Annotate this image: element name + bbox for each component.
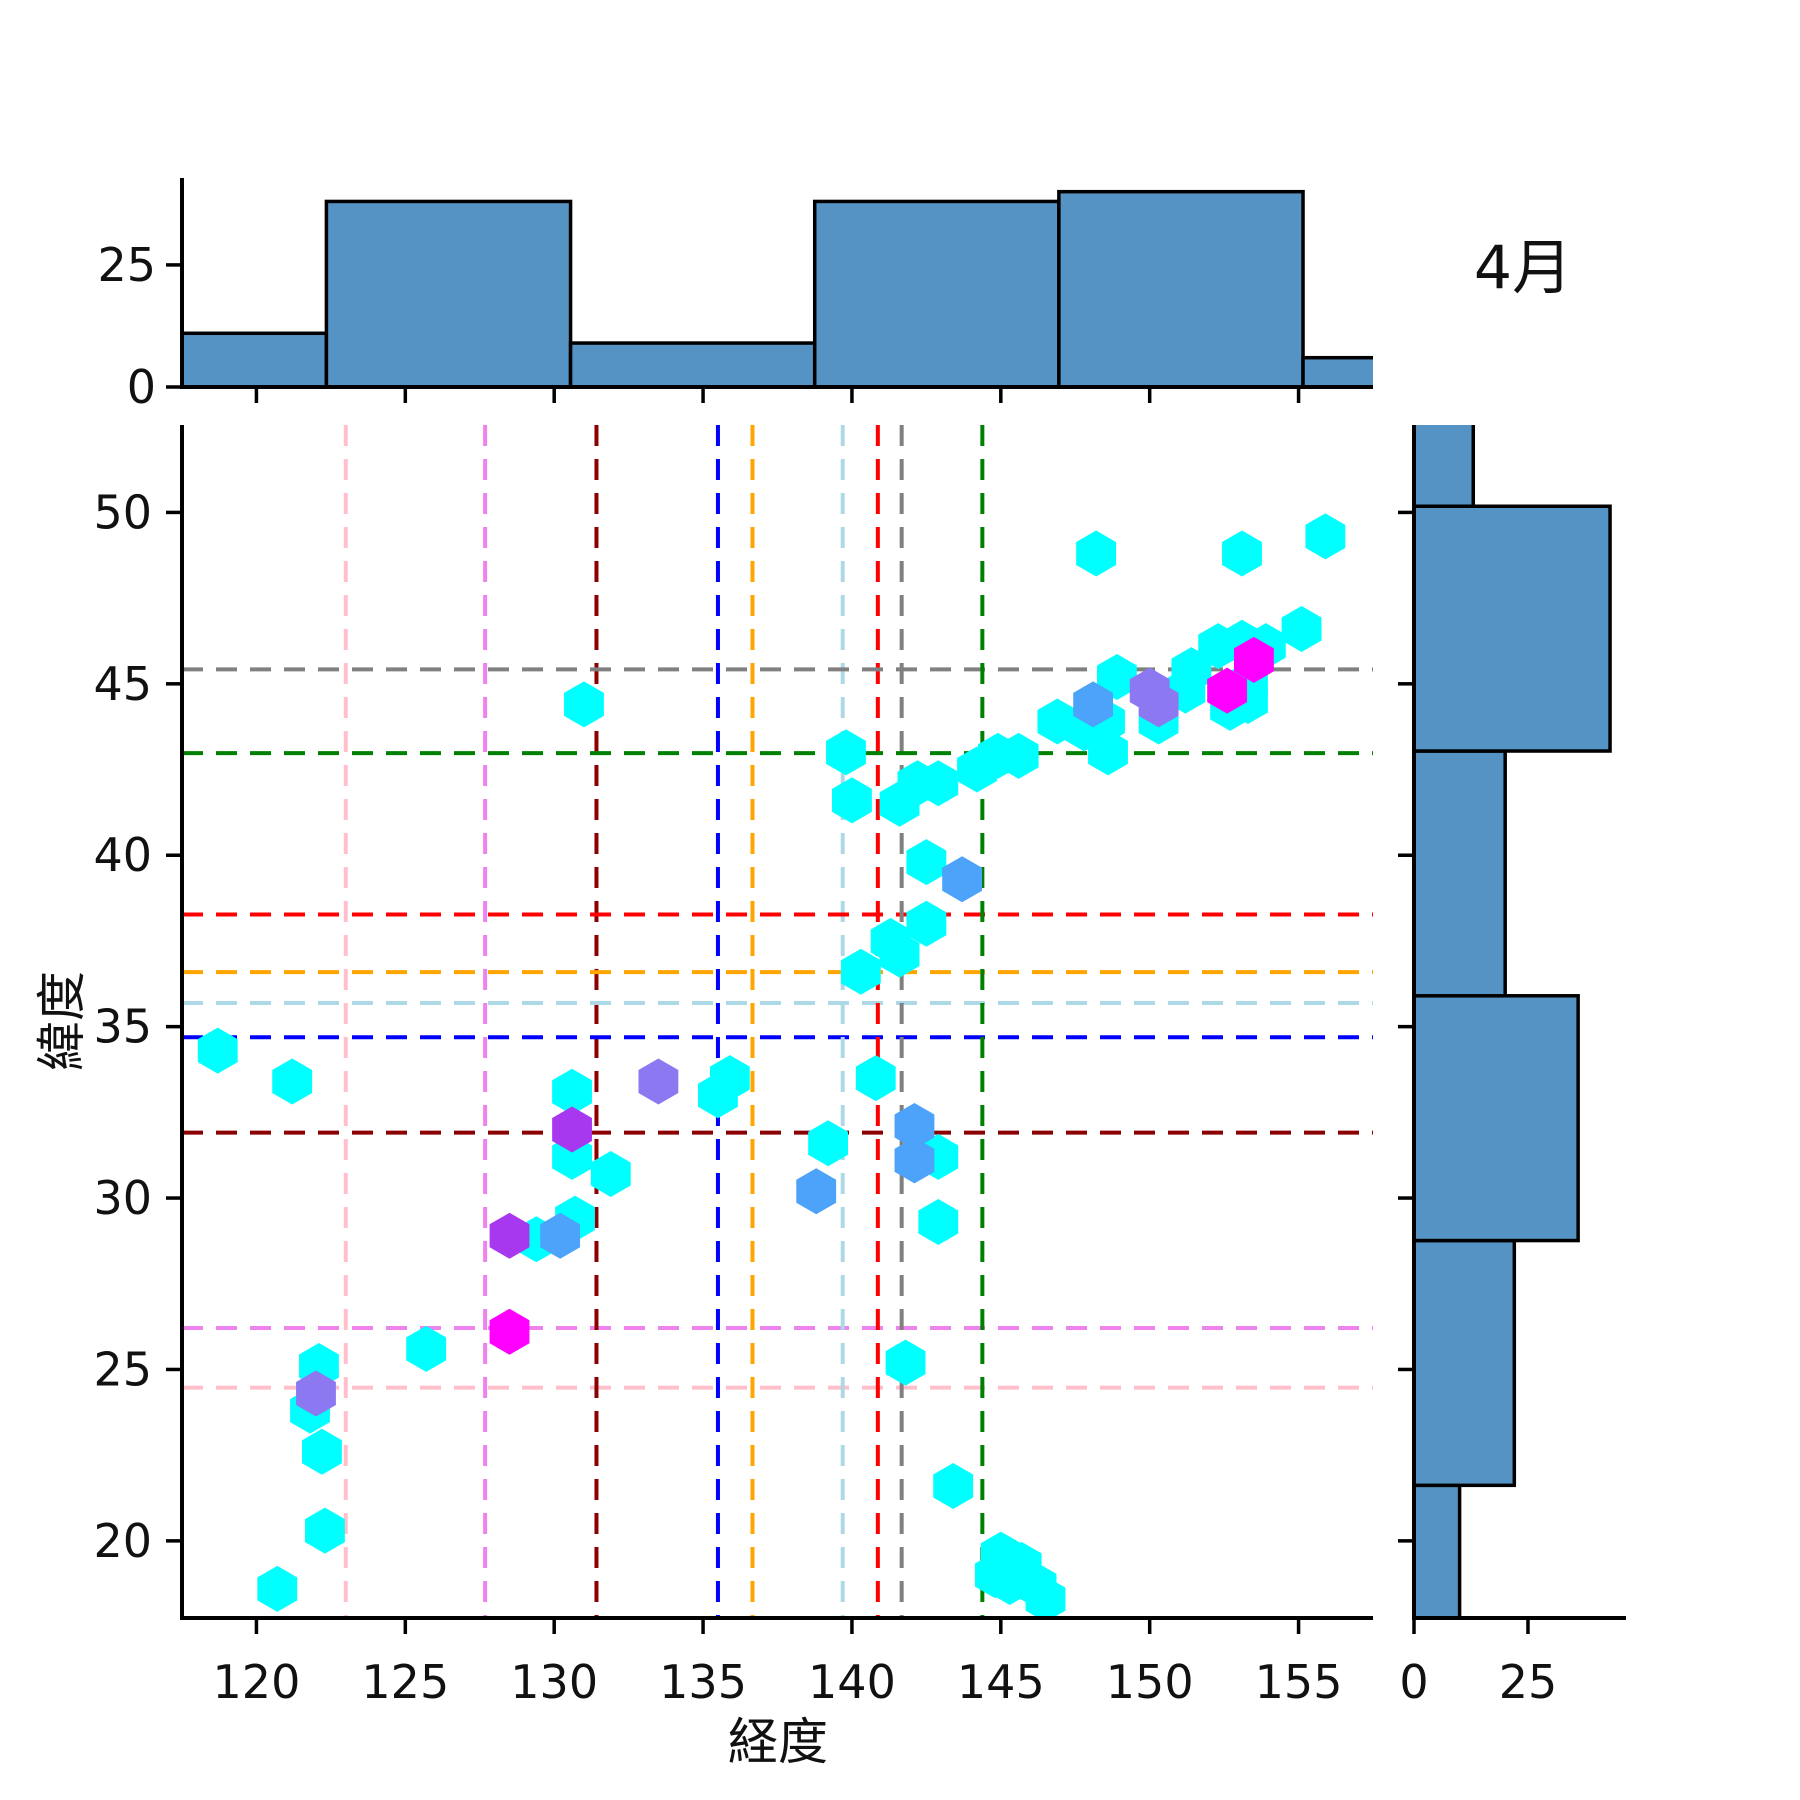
hex-point [918, 1199, 959, 1246]
svg-text:25: 25 [97, 238, 156, 292]
hex-point [942, 856, 983, 903]
y-tick-label: 30 [93, 1171, 152, 1225]
figure-title: 4月 [1473, 233, 1573, 304]
hex-point [1097, 653, 1137, 700]
hex-point [885, 1339, 926, 1386]
hex-point [808, 1120, 849, 1167]
hex-point [1305, 513, 1346, 560]
right-hist-bar [1414, 425, 1476, 508]
right-histogram [1414, 425, 1612, 1618]
hex-point [257, 1565, 298, 1612]
hex-point [1207, 667, 1248, 714]
x-tick-label: 155 [1255, 1655, 1343, 1709]
hex-point [590, 1151, 631, 1198]
hex-point [906, 839, 947, 886]
top-hist-bar [324, 199, 573, 389]
top-hist-bar [568, 341, 817, 389]
x-tick-label: 140 [808, 1655, 896, 1709]
top-hist-bar [1301, 355, 1373, 389]
hex-point [933, 1463, 974, 1510]
y-tick-label: 45 [93, 657, 152, 711]
x-tick-label: 130 [510, 1655, 598, 1709]
hex-point [638, 1058, 679, 1105]
y-tick-label: 20 [93, 1514, 152, 1568]
hex-point [974, 1552, 1015, 1599]
hex-point [1076, 530, 1117, 577]
hex-point [1073, 681, 1114, 728]
hex-point [894, 1137, 935, 1184]
y-tick-label: 35 [93, 1000, 152, 1054]
right-hist-bar [1414, 1238, 1517, 1488]
hex-point [906, 900, 947, 947]
top-hist-bar [812, 199, 1061, 389]
hex-point [564, 681, 604, 728]
hex-point [197, 1027, 238, 1074]
right-hist-bar [1414, 749, 1507, 998]
right-hist-bar [1414, 994, 1580, 1243]
y-axis-label: 緯度 [33, 971, 91, 1071]
y-tick-label: 50 [93, 485, 152, 539]
reference-lines [182, 425, 1373, 1618]
hex-point [826, 729, 866, 776]
top-hist-bar [1057, 189, 1305, 389]
hex-point [305, 1507, 345, 1554]
hex-point [1281, 605, 1322, 652]
x-tick-label: 145 [957, 1655, 1045, 1709]
hex-point [894, 1103, 935, 1150]
hex-point [855, 1055, 896, 1102]
hex-point [1025, 1576, 1066, 1618]
hex-point [489, 1212, 530, 1259]
svg-text:0: 0 [127, 360, 156, 414]
hex-point [406, 1325, 447, 1372]
top-histogram [182, 189, 1373, 389]
hex-point [879, 931, 920, 978]
x-tick-label: 150 [1106, 1655, 1194, 1709]
hexbin-points [197, 513, 1346, 1618]
hex-point [296, 1370, 336, 1417]
hex-point [489, 1308, 530, 1355]
y-tick-label: 40 [93, 828, 152, 882]
svg-text:0: 0 [1399, 1655, 1428, 1709]
hex-point [1138, 681, 1179, 728]
hex-point [1088, 729, 1128, 776]
hex-point [698, 1072, 738, 1119]
right-hist-bar [1414, 1483, 1462, 1618]
hex-point [998, 732, 1039, 779]
top-hist-bar [182, 331, 329, 389]
hex-point [918, 760, 959, 807]
x-axis-label: 経度 [728, 1713, 828, 1771]
y-tick-label: 25 [93, 1342, 152, 1396]
hex-point [1222, 530, 1262, 577]
hex-point [540, 1212, 581, 1259]
right-hist-bar [1414, 504, 1612, 753]
hex-point [1233, 636, 1274, 683]
hex-point [302, 1428, 342, 1475]
x-tick-label: 125 [361, 1655, 449, 1709]
hex-point [552, 1068, 592, 1115]
x-tick-label: 135 [659, 1655, 747, 1709]
hex-point [840, 948, 881, 995]
hex-point [272, 1058, 313, 1105]
svg-text:25: 25 [1499, 1655, 1558, 1709]
x-tick-label: 120 [213, 1655, 301, 1709]
hex-point [832, 777, 872, 824]
hex-point [552, 1106, 592, 1153]
hex-point [796, 1168, 837, 1215]
